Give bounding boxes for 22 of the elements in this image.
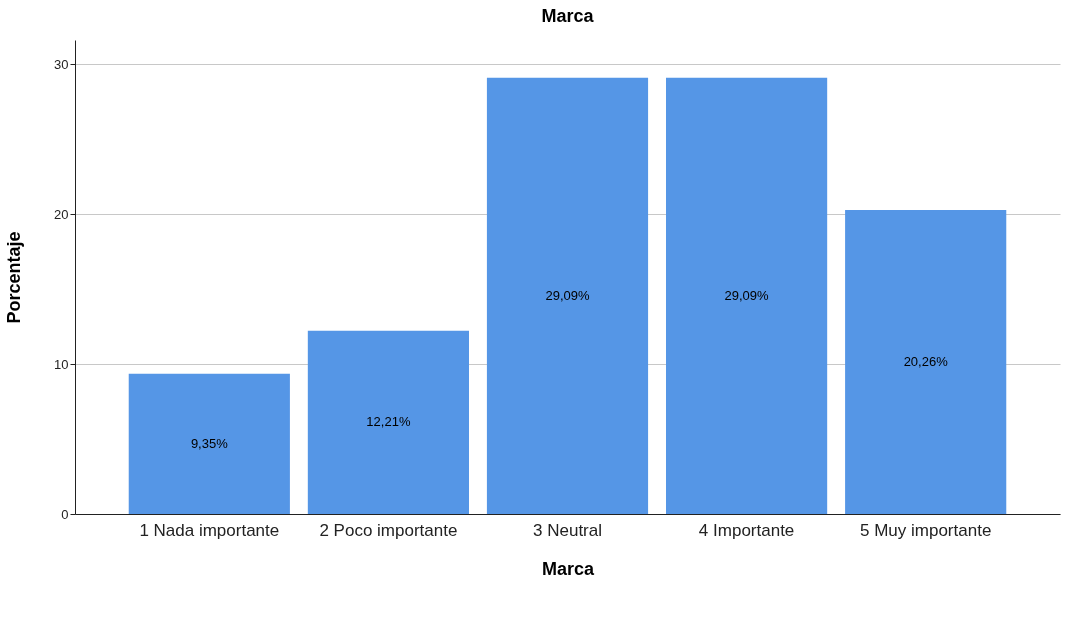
bar bbox=[845, 210, 1007, 514]
y-tick-label: 30 bbox=[54, 56, 69, 72]
bar bbox=[128, 373, 290, 514]
data-label: 29,09% bbox=[545, 287, 590, 303]
data-label: 29,09% bbox=[724, 287, 770, 303]
data-label: 9,35% bbox=[190, 435, 229, 451]
bar bbox=[666, 77, 828, 514]
x-tick-label: 5 Muy importante bbox=[860, 520, 992, 540]
bar bbox=[486, 77, 649, 514]
x-tick-label: 2 Poco importante bbox=[319, 520, 458, 540]
bar bbox=[307, 330, 469, 514]
y-axis-title: Porcentaje bbox=[4, 231, 25, 324]
y-tick-label: 20 bbox=[54, 206, 69, 222]
chart-title: Marca bbox=[541, 6, 595, 26]
y-tick-label: 10 bbox=[54, 356, 69, 372]
x-tick-label: 3 Neutral bbox=[533, 520, 602, 540]
y-tick-label: 0 bbox=[61, 506, 69, 522]
data-label: 20,26% bbox=[903, 354, 949, 370]
x-tick-label: 4 Importante bbox=[698, 520, 795, 540]
x-axis-title: Marca bbox=[541, 558, 595, 579]
x-tick-label: 1 Nada importante bbox=[139, 520, 280, 540]
data-label: 12,21% bbox=[366, 414, 411, 430]
